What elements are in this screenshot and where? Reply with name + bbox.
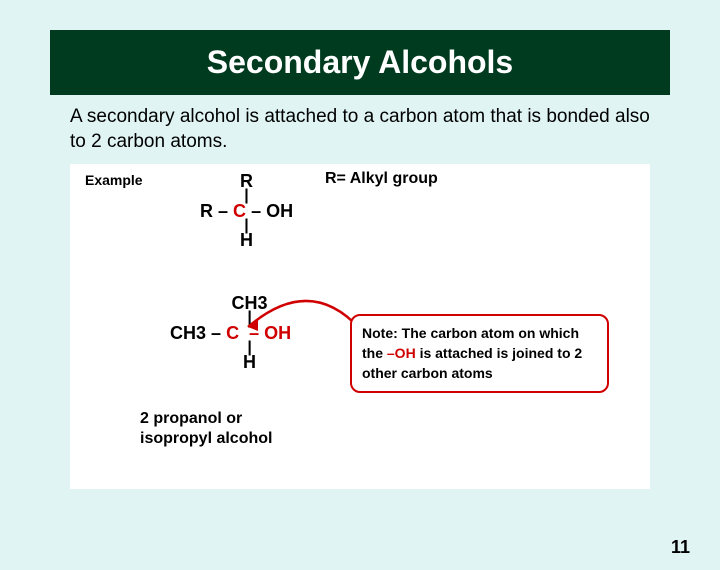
page-number: 11	[671, 537, 690, 558]
s1-right: OH	[266, 201, 293, 221]
s1-left: R	[200, 201, 213, 221]
name-line1: 2 propanol or	[140, 410, 242, 427]
example-label: Example	[85, 172, 143, 188]
slide-title: Secondary Alcohols	[50, 30, 670, 95]
legend-label: R= Alkyl group	[325, 170, 438, 188]
compound-name: 2 propanol or isopropyl alcohol	[140, 409, 272, 447]
s2-left: CH3	[170, 323, 206, 343]
s2-bottom: H	[243, 352, 256, 372]
structure-propanol: CH3 | CH3 – C – OH | H	[170, 294, 291, 370]
diagram-area: Example R= Alkyl group R | R – C – OH | …	[70, 164, 650, 489]
structure-generic: R | R – C – OH | H	[200, 172, 293, 248]
note-box: Note: The carbon atom on which the –OH i…	[350, 314, 609, 393]
s2-right: OH	[264, 323, 291, 343]
slide-description: A secondary alcohol is attached to a car…	[70, 105, 650, 154]
note-highlight: –OH	[387, 345, 416, 361]
name-line2: isopropyl alcohol	[140, 430, 272, 447]
s2-center: C	[226, 323, 239, 343]
s1-bottom: H	[240, 230, 253, 250]
